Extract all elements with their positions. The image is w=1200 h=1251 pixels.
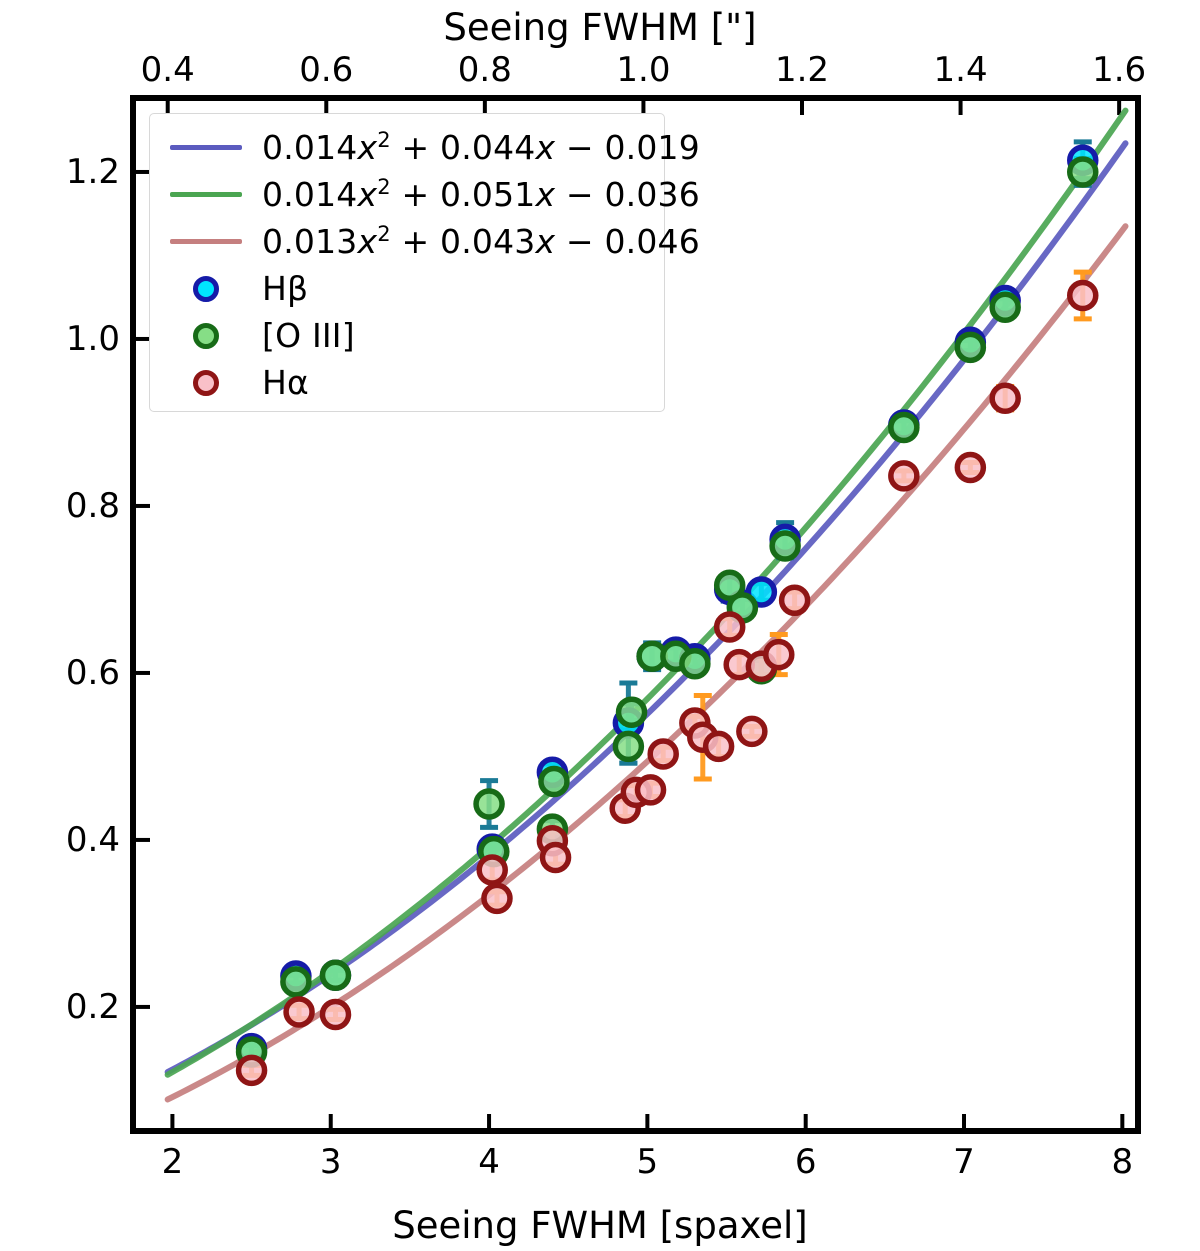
legend-line-swatch [170,145,242,150]
x-tick-label-bottom: 4 [478,1142,500,1182]
y-tick-label: 1.0 [65,318,120,359]
y-tick-label: 0.8 [65,485,120,526]
legend-entry-1[interactable]: 0.014x2 + 0.051x − 0.036 [150,171,700,218]
legend-entry-3[interactable]: Hβ [150,265,664,312]
bottom-axis-title: Seeing FWHM [spaxel] [392,1204,808,1247]
data-points [235,144,1099,1087]
x-tick-label-bottom: 2 [161,1142,184,1182]
legend-line-swatch [170,192,242,197]
legend-label-5: Hα [262,363,309,402]
y-tick-label: 0.2 [65,986,120,1027]
legend-label-0: 0.014x2 + 0.044x − 0.019 [262,128,700,167]
legend-label-1: 0.014x2 + 0.051x − 0.036 [262,175,700,214]
x-tick-label-bottom: 6 [794,1142,817,1182]
x-tick-label-top: 0.8 [457,50,512,90]
legend-entry-4[interactable]: [O III] [150,312,664,359]
legend-line-swatch [170,239,242,244]
y-tick-label: 1.2 [65,151,120,192]
legend-label-3: Hβ [262,269,309,308]
y-tick-label: 0.4 [65,819,120,860]
x-tick-label-bottom: 3 [319,1142,342,1182]
x-tick-label-top: 0.6 [299,50,354,90]
legend-label-4: [O III] [262,316,355,355]
legend-marker-swatch [193,322,219,349]
x-tick-label-bottom: 5 [636,1142,659,1182]
x-tick-label-bottom: 7 [953,1142,975,1182]
y-tick-label: 0.6 [65,652,120,693]
legend-entry-5[interactable]: Hα [150,359,664,406]
legend-box: 0.014x2 + 0.044x − 0.019 0.014x2 + 0.051x… [149,113,700,412]
legend-marker-swatch [193,275,219,302]
legend-entry-0[interactable]: 0.014x2 + 0.044x − 0.019 [150,124,700,171]
x-tick-label-top: 1.2 [774,50,830,90]
legend-marker-swatch [193,369,219,396]
axis-ticks [136,101,1125,1128]
x-tick-label-top: 1.6 [1092,50,1147,90]
legend-entry-2[interactable]: 0.013x2 + 0.043x − 0.046 [150,218,700,265]
x-tick-label-bottom: 8 [1111,1142,1134,1182]
x-tick-label-top: 0.4 [140,50,195,90]
legend-label-2: 0.013x2 + 0.043x − 0.046 [262,222,700,261]
top-axis-title: Seeing FWHM ["] [443,6,757,49]
x-tick-label-top: 1.0 [616,50,671,90]
x-tick-label-top: 1.4 [933,50,988,90]
plot-frame [130,95,1141,1134]
